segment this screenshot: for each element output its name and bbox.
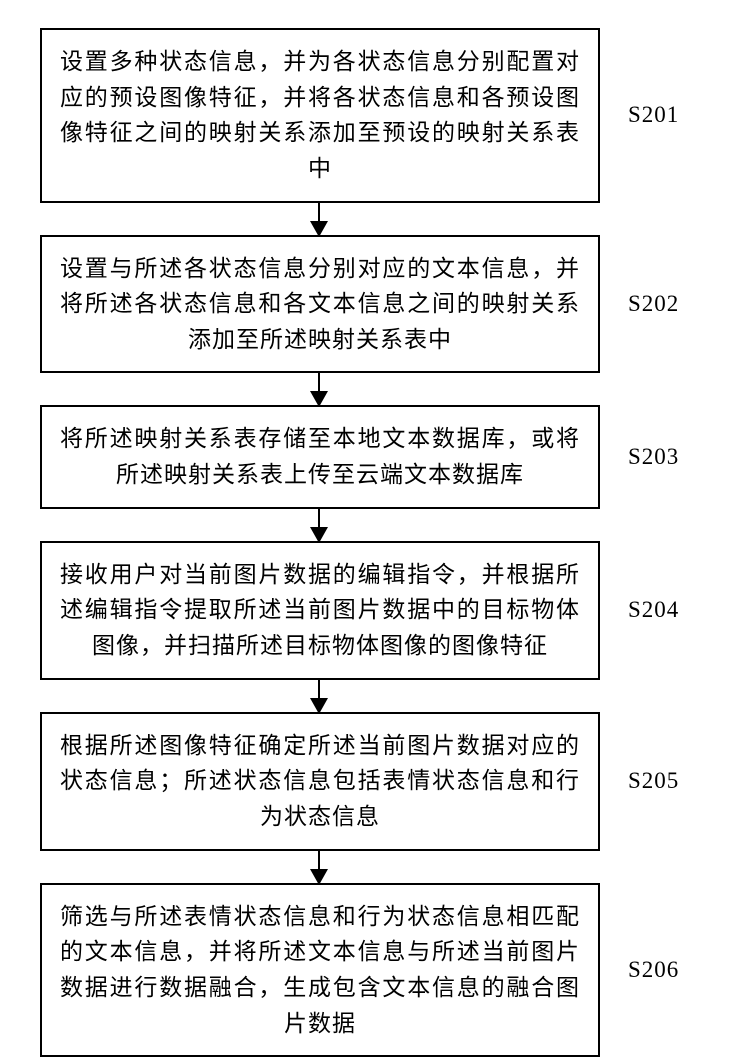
step-label-s205: S205	[628, 768, 679, 794]
arrow-wrap	[0, 509, 751, 541]
step-label-s204: S204	[628, 597, 679, 623]
step-text: 根据所述图像特征确定所述当前图片数据对应的状态信息；所述状态信息包括表情状态信息…	[60, 733, 580, 829]
step-text: 设置与所述各状态信息分别对应的文本信息，并将所述各状态信息和各文本信息之间的映射…	[60, 256, 580, 352]
step-row: 根据所述图像特征确定所述当前图片数据对应的状态信息；所述状态信息包括表情状态信息…	[0, 712, 751, 851]
flowchart: 设置多种状态信息，并为各状态信息分别配置对应的预设图像特征，并将各状态信息和各预…	[0, 0, 751, 1057]
step-label-s206: S206	[628, 957, 679, 983]
step-label-s203: S203	[628, 444, 679, 470]
arrow-wrap	[0, 851, 751, 883]
arrow-icon	[318, 203, 320, 235]
flowchart-canvas: 设置多种状态信息，并为各状态信息分别配置对应的预设图像特征，并将各状态信息和各预…	[0, 0, 751, 1000]
arrow-icon	[318, 373, 320, 405]
step-box-s204: 接收用户对当前图片数据的编辑指令，并根据所述编辑指令提取所述当前图片数据中的目标…	[40, 541, 600, 680]
step-row: 设置与所述各状态信息分别对应的文本信息，并将所述各状态信息和各文本信息之间的映射…	[0, 235, 751, 374]
step-label-s201: S201	[628, 102, 679, 128]
arrow-wrap	[0, 203, 751, 235]
arrow-icon	[318, 509, 320, 541]
arrow-icon	[318, 851, 320, 883]
arrow-icon	[318, 680, 320, 712]
step-text: 筛选与所述表情状态信息和行为状态信息相匹配的文本信息，并将所述文本信息与所述当前…	[60, 904, 580, 1036]
step-row: 接收用户对当前图片数据的编辑指令，并根据所述编辑指令提取所述当前图片数据中的目标…	[0, 541, 751, 680]
step-row: 设置多种状态信息，并为各状态信息分别配置对应的预设图像特征，并将各状态信息和各预…	[0, 28, 751, 203]
step-label-s202: S202	[628, 291, 679, 317]
step-box-s202: 设置与所述各状态信息分别对应的文本信息，并将所述各状态信息和各文本信息之间的映射…	[40, 235, 600, 374]
step-box-s206: 筛选与所述表情状态信息和行为状态信息相匹配的文本信息，并将所述文本信息与所述当前…	[40, 883, 600, 1057]
step-text: 将所述映射关系表存储至本地文本数据库，或将所述映射关系表上传至云端文本数据库	[60, 426, 580, 487]
step-row: 将所述映射关系表存储至本地文本数据库，或将所述映射关系表上传至云端文本数据库 S…	[0, 405, 751, 508]
step-box-s201: 设置多种状态信息，并为各状态信息分别配置对应的预设图像特征，并将各状态信息和各预…	[40, 28, 600, 203]
step-row: 筛选与所述表情状态信息和行为状态信息相匹配的文本信息，并将所述文本信息与所述当前…	[0, 883, 751, 1057]
arrow-wrap	[0, 680, 751, 712]
arrow-wrap	[0, 373, 751, 405]
step-text: 接收用户对当前图片数据的编辑指令，并根据所述编辑指令提取所述当前图片数据中的目标…	[60, 562, 580, 658]
step-text: 设置多种状态信息，并为各状态信息分别配置对应的预设图像特征，并将各状态信息和各预…	[60, 49, 580, 181]
step-box-s203: 将所述映射关系表存储至本地文本数据库，或将所述映射关系表上传至云端文本数据库	[40, 405, 600, 508]
step-box-s205: 根据所述图像特征确定所述当前图片数据对应的状态信息；所述状态信息包括表情状态信息…	[40, 712, 600, 851]
